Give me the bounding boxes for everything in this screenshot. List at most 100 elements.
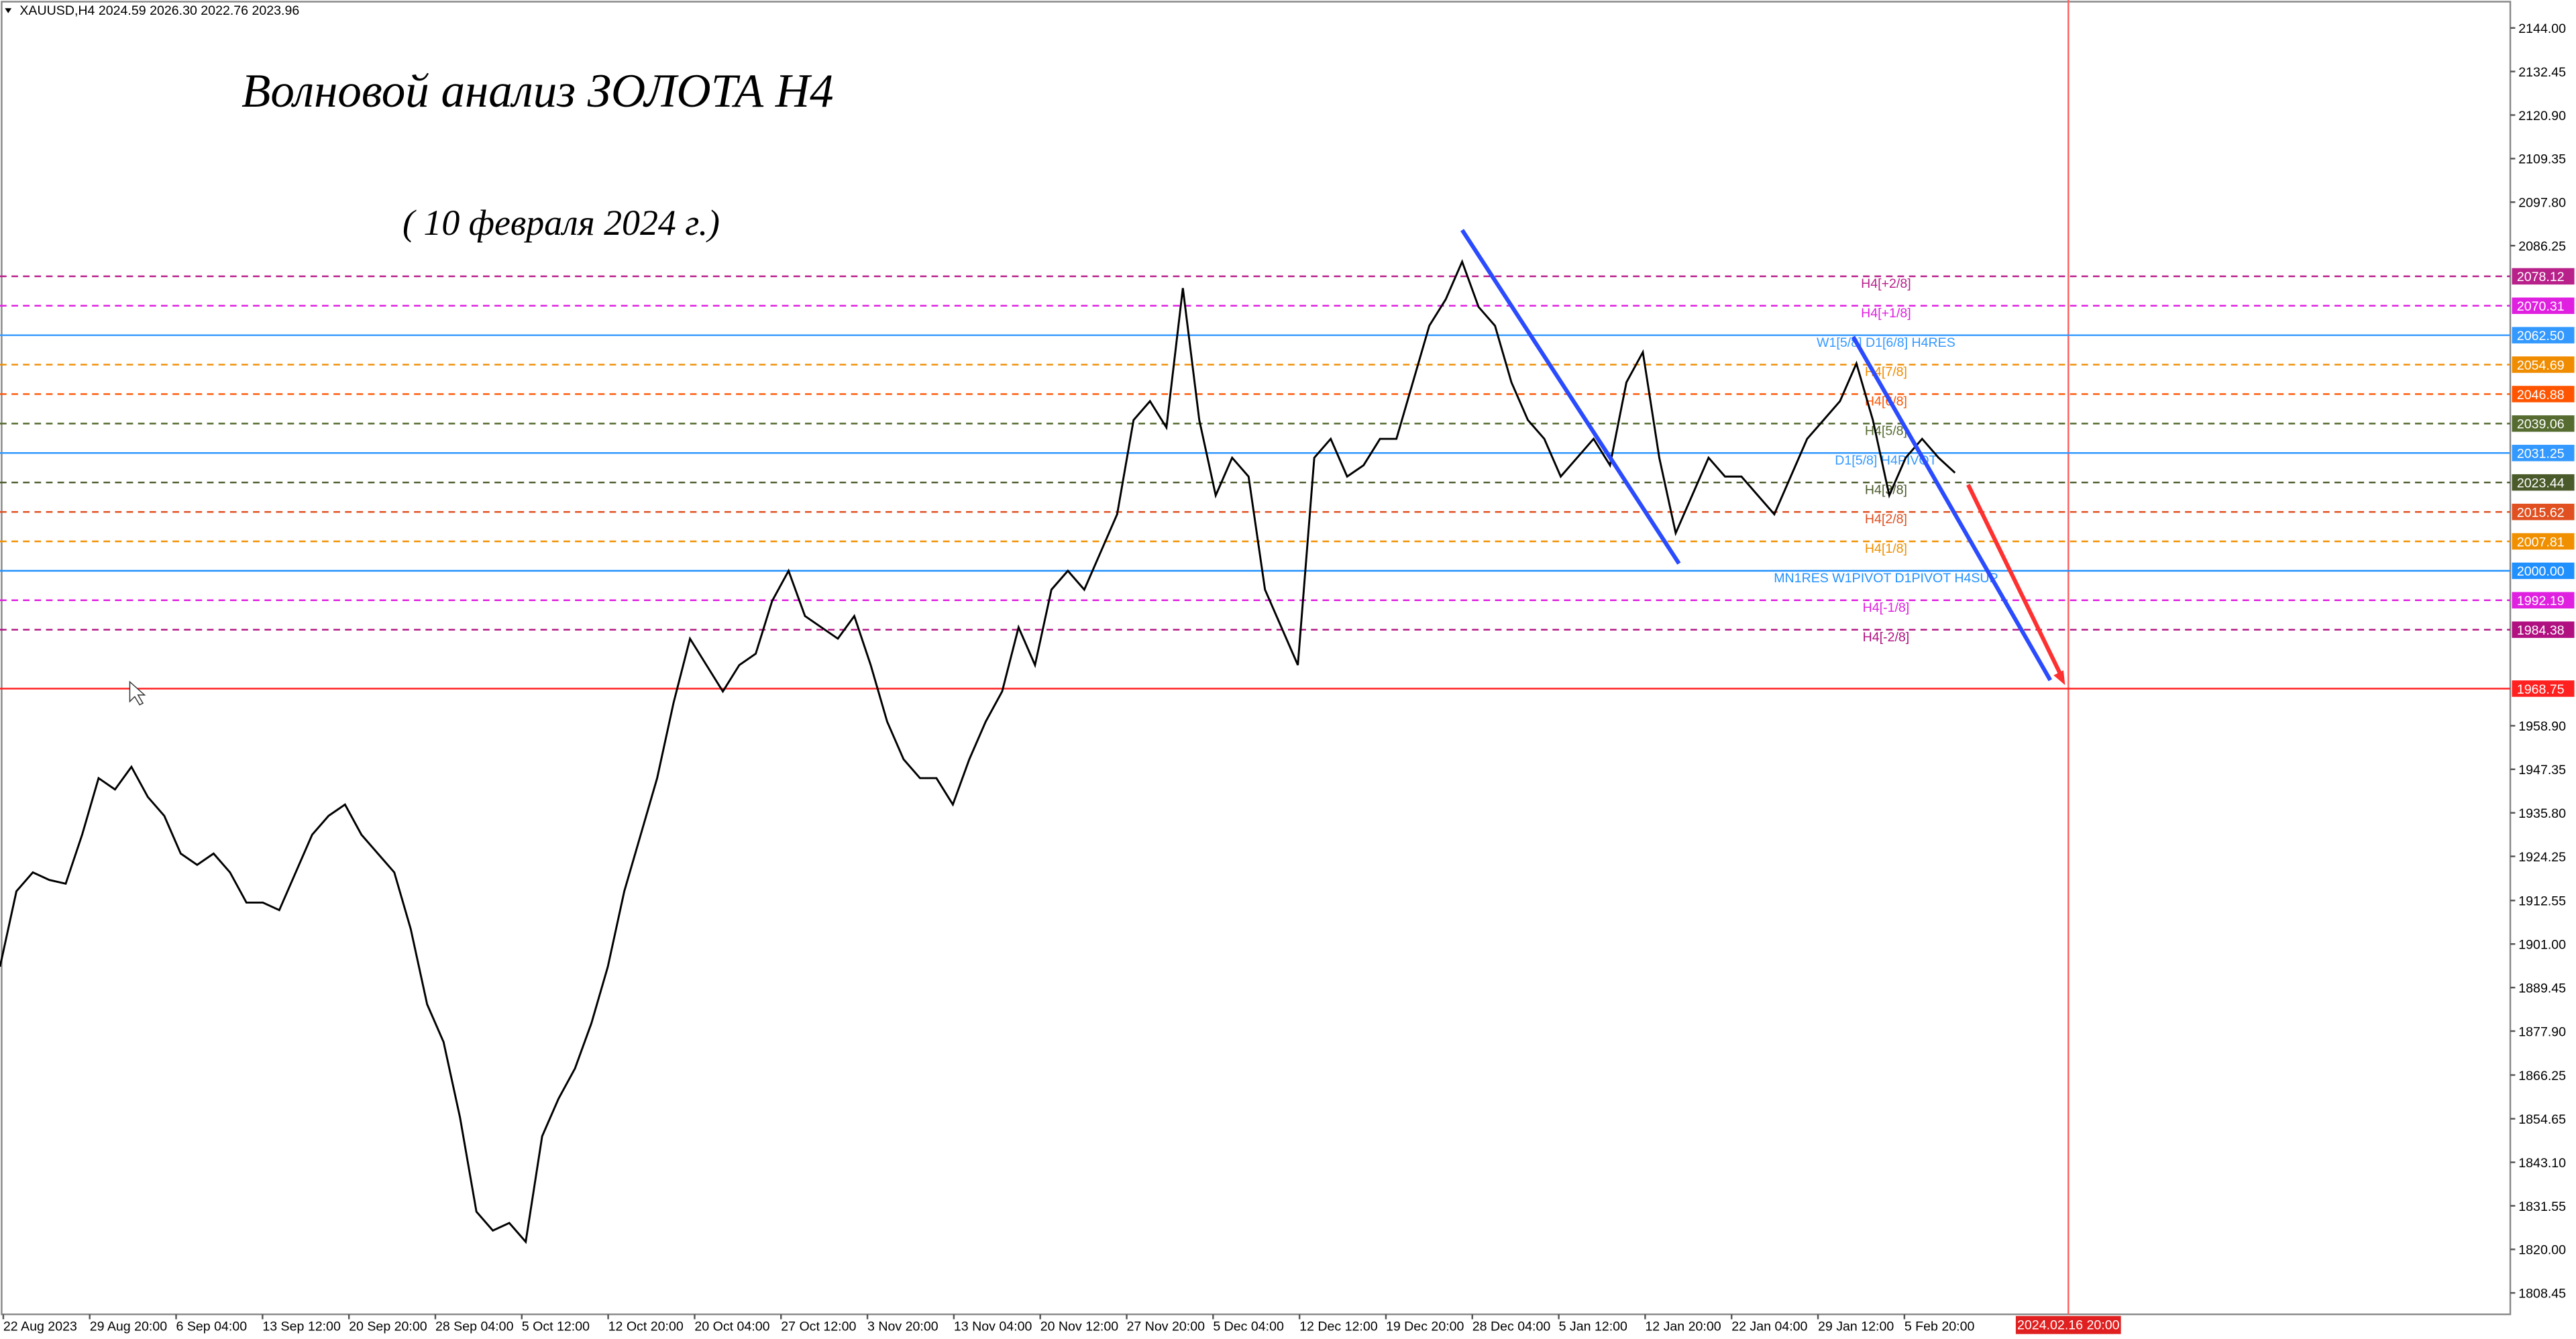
y-tick-label: 2132.45 — [2518, 65, 2566, 80]
level-text: H4[+2/8] — [1861, 276, 1911, 291]
y-tick-label: 2109.35 — [2518, 152, 2566, 167]
level-label: 2039.06 — [2517, 417, 2565, 432]
level-text: H4[3/8] — [1865, 482, 1907, 497]
x-tick-label: 19 Dec 20:00 — [1386, 1320, 1464, 1334]
y-tick-label: 1901.00 — [2518, 938, 2566, 953]
x-tick-label: 6 Sep 04:00 — [176, 1320, 248, 1334]
level-label: 2023.44 — [2517, 476, 2565, 491]
level-label-box — [2512, 621, 2575, 638]
y-tick-label: 1831.55 — [2518, 1199, 2566, 1214]
x-tick-label: 12 Jan 20:00 — [1645, 1320, 1721, 1334]
level-label-box — [2512, 327, 2575, 343]
level-label-box — [2512, 268, 2575, 285]
level-text: H4[-2/8] — [1863, 630, 1910, 645]
x-tick-label: 20 Oct 04:00 — [694, 1320, 769, 1334]
x-tick-label: 27 Oct 12:00 — [781, 1320, 856, 1334]
level-label: 1992.19 — [2517, 594, 2565, 608]
level-label: 1968.75 — [2517, 682, 2565, 697]
x-tick-label: 20 Sep 20:00 — [349, 1320, 427, 1334]
x-tick-label: 12 Dec 12:00 — [1299, 1320, 1378, 1334]
y-tick-label: 1877.90 — [2518, 1024, 2566, 1039]
chart-subtitle: ( 10 февраля 2024 г.) — [402, 203, 720, 243]
y-tick-label: 2120.90 — [2518, 109, 2566, 123]
y-tick-label: 1854.65 — [2518, 1112, 2566, 1127]
level-label-box — [2512, 503, 2575, 521]
x-tick-label: 3 Nov 20:00 — [867, 1320, 938, 1334]
level-label: 2046.88 — [2517, 388, 2565, 403]
level-label-box — [2512, 445, 2575, 462]
trend-line — [1460, 229, 1681, 565]
x-tick-label: 13 Nov 04:00 — [954, 1320, 1032, 1334]
level-text: W1[5/8] D1[6/8] H4RES — [1817, 335, 1955, 350]
y-tick-label: 1958.90 — [2518, 719, 2566, 734]
y-tick-label: 1889.45 — [2518, 981, 2566, 996]
price-line — [0, 259, 1956, 1244]
y-tick-label: 1935.80 — [2518, 806, 2566, 821]
symbol-info: XAUUSD,H4 2024.59 2026.30 2022.76 2023.9… — [19, 3, 299, 18]
y-tick-label: 2097.80 — [2518, 196, 2566, 211]
level-label: 2007.81 — [2517, 535, 2565, 549]
series — [0, 259, 1956, 1244]
level-label-box — [2512, 680, 2575, 697]
level-label: 2000.00 — [2517, 564, 2565, 579]
level-label: 1984.38 — [2517, 623, 2565, 638]
trend-line — [1851, 335, 2052, 682]
y-tick-label: 1912.55 — [2518, 894, 2566, 909]
level-label-box — [2512, 474, 2575, 491]
level-label-box — [2512, 356, 2575, 373]
level-label: 2015.62 — [2517, 505, 2565, 520]
y-tick-label: 1843.10 — [2518, 1156, 2566, 1171]
x-tick-label: 22 Aug 2023 — [3, 1320, 77, 1334]
marker-label: 2024.02.16 20:00 — [2017, 1318, 2120, 1332]
x-tick-label: 22 Jan 04:00 — [1731, 1320, 1807, 1334]
x-tick-label: 28 Dec 04:00 — [1472, 1320, 1551, 1334]
level-label: 2031.25 — [2517, 447, 2565, 462]
x-tick-label: 29 Jan 12:00 — [1818, 1320, 1894, 1334]
x-tick-label: 5 Dec 04:00 — [1213, 1320, 1284, 1334]
level-label: 2078.12 — [2517, 270, 2565, 284]
y-tick-label: 2086.25 — [2518, 239, 2566, 254]
chart-title: Волновой анализ ЗОЛОТА Н4 — [241, 65, 834, 117]
x-tick-label: 27 Nov 20:00 — [1127, 1320, 1205, 1334]
marker-label-box — [2015, 1316, 2121, 1334]
menu-icon — [5, 8, 12, 13]
forecast-arrow — [1966, 484, 2062, 675]
level-label-box — [2512, 592, 2575, 609]
level-label: 2062.50 — [2517, 329, 2565, 343]
plot-frame — [1, 1, 2512, 1316]
axes: 2144.00 2132.45 2120.90 2109.35 2097.80 2086.… — [2, 21, 2575, 1334]
level-text: H4[+1/8] — [1861, 306, 1911, 321]
x-tick-label: 5 Jan 12:00 — [1559, 1320, 1627, 1334]
x-tick-label: 12 Oct 20:00 — [608, 1320, 684, 1334]
x-tick-label: 5 Feb 20:00 — [1904, 1320, 1975, 1334]
x-tick-label: 29 Aug 20:00 — [90, 1320, 168, 1334]
y-tick-label: 1808.45 — [2518, 1287, 2566, 1301]
y-tick-label: 1924.25 — [2518, 850, 2566, 865]
level-label: 2070.31 — [2517, 299, 2565, 314]
level-text: H4[5/8] — [1865, 424, 1907, 439]
y-tick-label: 1820.00 — [2518, 1243, 2566, 1258]
x-tick-label: 20 Nov 12:00 — [1040, 1320, 1119, 1334]
x-tick-label: 5 Oct 12:00 — [522, 1320, 590, 1334]
level-text: H4[-1/8] — [1863, 600, 1910, 615]
level-text: MN1RES W1PIVOT D1PIVOT H4SUP — [1774, 571, 1998, 586]
level-text: H4[6/8] — [1865, 394, 1907, 409]
x-tick-label: 28 Sep 04:00 — [435, 1320, 514, 1334]
y-tick-label: 1947.35 — [2518, 763, 2566, 778]
level-text: H4[1/8] — [1865, 541, 1907, 556]
level-label-box — [2512, 297, 2575, 315]
y-tick-label: 1866.25 — [2518, 1069, 2566, 1083]
level-label: 2054.69 — [2517, 358, 2565, 373]
cursor — [129, 680, 146, 706]
level-label-box — [2512, 533, 2575, 550]
level-label-box — [2512, 386, 2575, 403]
arrow-head — [2053, 670, 2065, 686]
level-label-box — [2512, 562, 2575, 580]
y-tick-label: 2144.00 — [2518, 21, 2566, 36]
level-label-box — [2512, 415, 2575, 432]
level-text: H4[2/8] — [1865, 512, 1907, 527]
level-text: D1[5/8] H4PIVOT — [1835, 453, 1937, 468]
